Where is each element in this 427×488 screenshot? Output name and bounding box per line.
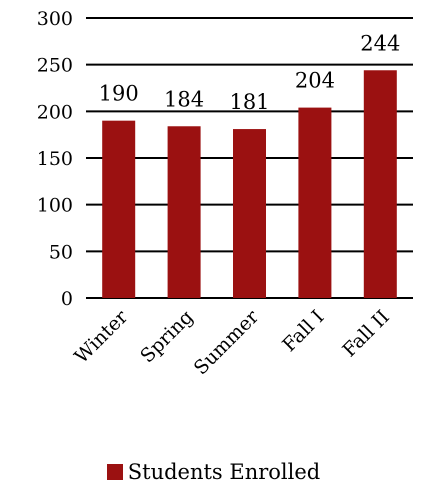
y-tick-label: 0 [61,288,73,310]
bar [298,107,332,298]
y-tick-label: 50 [49,241,73,263]
bar [102,120,136,299]
y-axis-ticks: 0 50 100 150 200 250 300 [37,8,73,310]
bars [102,70,397,299]
y-tick-label: 100 [37,195,73,217]
data-label: 184 [164,87,204,111]
data-label: 181 [229,90,269,114]
bar [233,129,266,298]
y-tick-label: 250 [37,55,73,77]
data-label: 190 [99,82,139,106]
y-tick-label: 300 [37,8,73,30]
x-category-label: Fall II [338,306,393,361]
bar [167,126,201,299]
x-category-label: Winter [70,305,132,367]
legend-label: Students Enrolled [127,460,321,484]
x-category-label: Spring [136,306,197,367]
x-category-label: Summer [190,305,264,379]
data-label: 204 [295,69,335,93]
bar [363,70,397,299]
x-category-label: Fall I [278,306,328,356]
legend: Students Enrolled [0,458,427,486]
y-tick-label: 150 [37,148,73,170]
y-tick-label: 200 [37,101,73,123]
data-labels: 190 184 181 204 244 [99,31,401,114]
data-label: 244 [360,31,400,55]
legend-swatch [106,464,123,480]
